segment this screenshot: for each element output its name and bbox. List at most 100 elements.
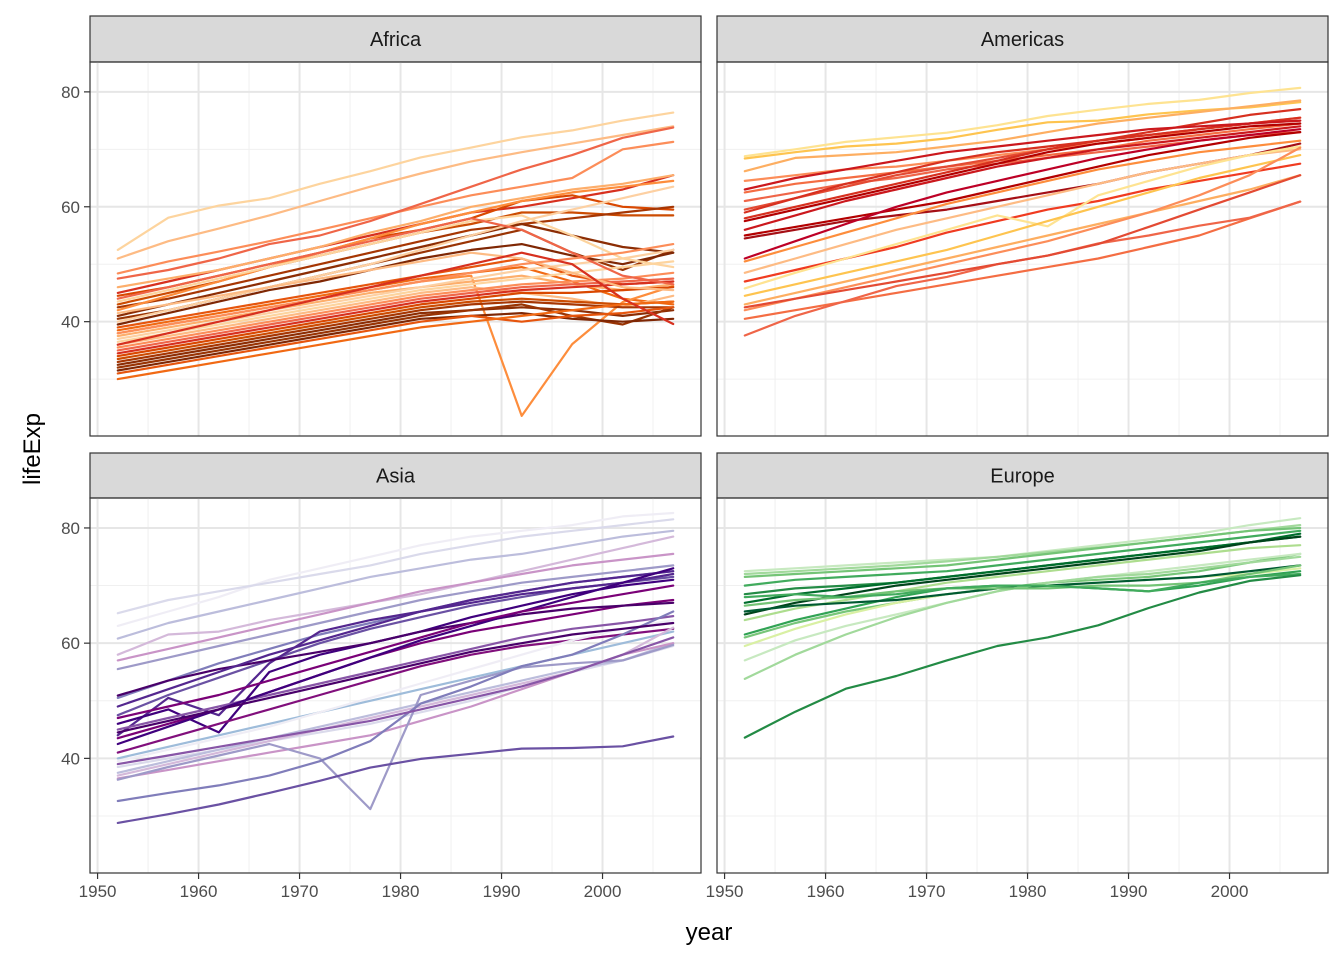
series-line bbox=[116, 274, 675, 338]
facet-strip-asia bbox=[89, 452, 702, 499]
series-line bbox=[116, 601, 675, 697]
x-tick-label: 2000 bbox=[584, 882, 622, 901]
series-line bbox=[116, 735, 675, 825]
series-lines bbox=[116, 511, 675, 825]
series-line bbox=[116, 205, 675, 309]
series-line bbox=[743, 86, 1302, 158]
series-line bbox=[116, 529, 675, 640]
series-line bbox=[116, 260, 675, 343]
series-line bbox=[116, 271, 675, 349]
series-line bbox=[116, 111, 675, 251]
series-line bbox=[116, 303, 675, 369]
series-line bbox=[116, 300, 675, 363]
series-lines bbox=[743, 86, 1302, 337]
series-line bbox=[743, 572, 1302, 599]
series-line bbox=[116, 251, 675, 315]
series-line bbox=[116, 286, 675, 346]
panel-border bbox=[89, 61, 702, 437]
y-tick-label: 40 bbox=[61, 749, 80, 768]
x-tick-label: 1990 bbox=[483, 882, 521, 901]
x-tick-label: 1950 bbox=[706, 882, 744, 901]
series-line bbox=[743, 107, 1302, 220]
series-line bbox=[743, 526, 1302, 579]
series-line bbox=[743, 146, 1302, 312]
series-line bbox=[743, 125, 1302, 231]
series-line bbox=[743, 555, 1302, 681]
facet-strip-africa bbox=[89, 15, 702, 63]
series-line bbox=[116, 179, 675, 312]
series-line bbox=[116, 643, 675, 811]
series-line bbox=[116, 535, 675, 656]
facet-strip-label: Asia bbox=[376, 466, 416, 488]
series-lines bbox=[116, 111, 675, 417]
series-line bbox=[743, 122, 1302, 223]
series-line bbox=[743, 574, 1302, 739]
y-tick-label: 60 bbox=[61, 634, 80, 653]
y-tick-label: 80 bbox=[61, 83, 80, 102]
series-line bbox=[116, 251, 675, 346]
facet-panel-europe: Europe 1950 1960 1970 1980 1990 2000 bbox=[706, 452, 1329, 901]
series-line bbox=[743, 532, 1302, 604]
facet-panel-africa: Africa 40 60 80 bbox=[61, 15, 702, 437]
facet-panel-asia: Asia 40 60 80 1950 1960 1970 1980 1990 2000 bbox=[61, 452, 702, 901]
y-axis-title: lifeExp bbox=[19, 413, 46, 485]
y-tick-label: 80 bbox=[61, 519, 80, 538]
x-tick-label: 1960 bbox=[180, 882, 218, 901]
series-line bbox=[116, 185, 675, 323]
series-line bbox=[116, 300, 675, 381]
panel-border bbox=[89, 497, 702, 874]
series-line bbox=[743, 148, 1302, 274]
series-line bbox=[116, 630, 675, 760]
series-line bbox=[743, 101, 1302, 160]
facet-strip-label: Africa bbox=[370, 29, 422, 51]
series-line bbox=[116, 636, 675, 766]
panel-border bbox=[716, 61, 1329, 437]
series-line bbox=[116, 621, 675, 734]
series-line bbox=[116, 570, 675, 708]
series-line bbox=[743, 154, 1302, 297]
series-line bbox=[743, 99, 1302, 173]
series-line bbox=[116, 518, 675, 615]
series-line bbox=[743, 174, 1302, 309]
series-line bbox=[116, 618, 675, 763]
series-line bbox=[116, 125, 675, 260]
series-line bbox=[743, 145, 1302, 290]
series-line bbox=[116, 222, 675, 317]
x-tick-label: 1970 bbox=[908, 882, 946, 901]
series-line bbox=[116, 257, 675, 329]
series-lines bbox=[743, 517, 1302, 739]
series-line bbox=[116, 280, 675, 355]
series-line bbox=[116, 217, 675, 300]
series-line bbox=[116, 174, 675, 289]
series-line bbox=[116, 277, 675, 352]
x-axis-title: year bbox=[686, 919, 733, 946]
series-line bbox=[116, 610, 675, 803]
panel-border bbox=[716, 497, 1329, 874]
facet-strip-americas bbox=[716, 15, 1329, 63]
series-line bbox=[116, 126, 675, 280]
series-line bbox=[116, 312, 675, 372]
series-line bbox=[116, 564, 675, 671]
x-tick-label: 1980 bbox=[1009, 882, 1047, 901]
series-line bbox=[743, 139, 1302, 263]
facet-panels: Africa 40 60 80 Americas Asia 40 60 80 1950 1960 19… bbox=[61, 15, 1329, 901]
series-line bbox=[116, 614, 675, 731]
y-tick-label: 40 bbox=[61, 313, 80, 332]
series-line bbox=[116, 214, 675, 303]
series-line bbox=[116, 511, 675, 628]
x-tick-label: 1950 bbox=[79, 882, 117, 901]
series-line bbox=[743, 544, 1302, 622]
series-line bbox=[743, 128, 1302, 260]
x-tick-label: 1960 bbox=[807, 882, 845, 901]
series-line bbox=[116, 584, 675, 720]
series-line bbox=[743, 529, 1302, 587]
series-line bbox=[743, 131, 1302, 237]
facet-panel-americas: Americas bbox=[716, 15, 1329, 437]
series-line bbox=[116, 286, 675, 358]
series-line bbox=[743, 174, 1302, 306]
x-tick-label: 2000 bbox=[1211, 882, 1249, 901]
facet-strip-label: Europe bbox=[990, 466, 1055, 488]
x-tick-label: 1970 bbox=[281, 882, 319, 901]
series-line bbox=[116, 297, 675, 361]
